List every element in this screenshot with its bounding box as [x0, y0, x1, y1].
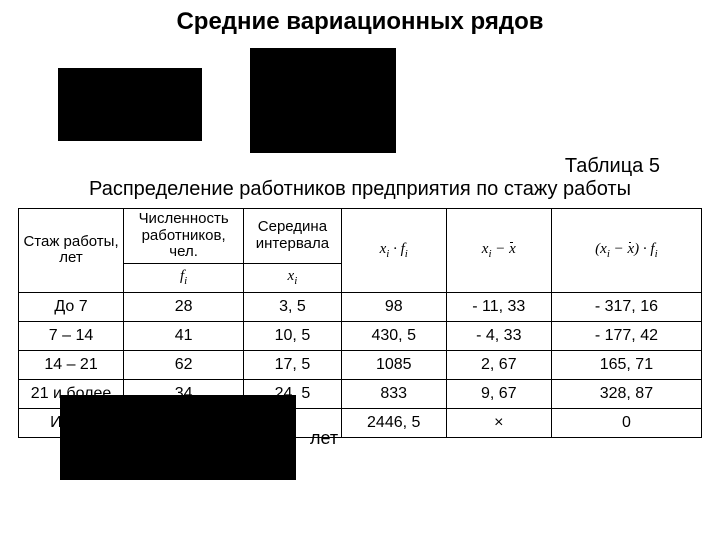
page-title: Средние вариационных рядов [0, 0, 720, 36]
years-label: лет [310, 428, 338, 449]
cell: 28 [124, 292, 244, 321]
col-header-count: Численность работников, чел. [124, 209, 244, 264]
cell: 14 – 21 [19, 350, 124, 379]
col-header-fi: fi [124, 263, 244, 292]
table-row: До 7 28 3, 5 98 - 11, 33 - 317, 16 [19, 292, 702, 321]
redaction-box-2 [250, 48, 396, 153]
col-header-xf: xi · fi [341, 209, 446, 293]
cell: 165, 71 [551, 350, 701, 379]
redaction-box-3 [60, 395, 296, 480]
cell: 430, 5 [341, 321, 446, 350]
cell: × [446, 408, 551, 437]
cell: 98 [341, 292, 446, 321]
cell: 2446, 5 [341, 408, 446, 437]
cell: 7 – 14 [19, 321, 124, 350]
cell: - 177, 42 [551, 321, 701, 350]
cell: 328, 87 [551, 379, 701, 408]
cell: 833 [341, 379, 446, 408]
cell: 62 [124, 350, 244, 379]
cell: - 4, 33 [446, 321, 551, 350]
col-header-devf: (xi − x) · fi [551, 209, 701, 293]
cell: 0 [551, 408, 701, 437]
cell: 10, 5 [244, 321, 342, 350]
cell: До 7 [19, 292, 124, 321]
col-header-midpoint: Середина интервала [244, 209, 342, 264]
col-header-xi: xi [244, 263, 342, 292]
caption-block: Таблица 5 Распределение работников предп… [0, 155, 720, 201]
cell: 17, 5 [244, 350, 342, 379]
cell: - 11, 33 [446, 292, 551, 321]
cell: 41 [124, 321, 244, 350]
table-row: 7 – 14 41 10, 5 430, 5 - 4, 33 - 177, 42 [19, 321, 702, 350]
col-header-dev: xi − x [446, 209, 551, 293]
col-header-experience: Стаж работы, лет [19, 209, 124, 293]
cell: 9, 67 [446, 379, 551, 408]
redaction-box-1 [58, 68, 202, 141]
table-row: 14 – 21 62 17, 5 1085 2, 67 165, 71 [19, 350, 702, 379]
table-description: Распределение работников предприятия по … [0, 178, 720, 201]
table-number: Таблица 5 [0, 155, 720, 178]
cell: 2, 67 [446, 350, 551, 379]
cell: - 317, 16 [551, 292, 701, 321]
cell: 3, 5 [244, 292, 342, 321]
cell: 1085 [341, 350, 446, 379]
